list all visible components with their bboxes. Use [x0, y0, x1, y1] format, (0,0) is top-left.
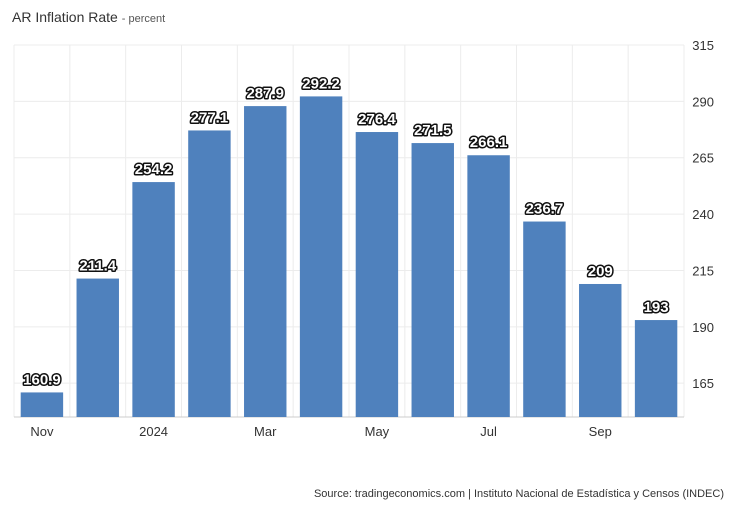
chart-subtitle: - percent: [121, 13, 166, 25]
x-tick-label: Nov: [30, 424, 54, 439]
x-axis-ticks: Nov 2024 Mar May Jul Sep: [30, 424, 611, 439]
x-tick-label: May: [365, 424, 390, 439]
bar: [467, 155, 510, 418]
bar: [132, 182, 175, 417]
data-labels: 160.9 211.4 254.2 277.1 287.9 292.2 276.4 271.5…: [22, 74, 670, 390]
data-label: 266.1: [470, 134, 508, 151]
bar: [188, 130, 231, 417]
source-note: Source: tradingeconomics.com | Instituto…: [313, 488, 724, 500]
chart-title-area: AR Inflation Rate - percent: [12, 9, 165, 25]
bar: [76, 278, 119, 417]
y-tick-label: 315: [692, 38, 714, 53]
grid-lines: [13, 44, 685, 418]
x-tick-label: Mar: [254, 424, 277, 439]
bar-chart: 160.9 211.4 254.2 277.1 287.9 292.2 276.4 271.5…: [13, 38, 714, 439]
y-tick-label: 290: [692, 94, 714, 109]
data-label: 254.2: [135, 161, 173, 178]
bar: [579, 283, 622, 417]
y-tick-label: 265: [692, 151, 714, 166]
y-tick-label: 165: [692, 376, 714, 391]
data-label: 236.7: [526, 201, 564, 218]
data-label: 287.9: [246, 85, 284, 102]
chart-title: AR Inflation Rate: [12, 9, 118, 25]
bar: [634, 320, 678, 417]
bar: [20, 392, 64, 417]
bars: [20, 96, 678, 418]
data-label: 292.2: [302, 75, 340, 92]
bar: [523, 221, 566, 417]
data-label: 271.5: [414, 122, 452, 139]
x-tick-label: 2024: [139, 424, 168, 439]
data-label: 211.4: [79, 258, 116, 275]
bar: [411, 143, 454, 417]
data-label: 277.1: [191, 109, 229, 126]
y-tick-label: 190: [692, 320, 714, 335]
data-label: 276.4: [358, 111, 396, 128]
data-label: 193: [644, 299, 669, 316]
y-tick-label: 215: [692, 263, 714, 278]
bar: [244, 106, 287, 418]
x-tick-label: Sep: [589, 424, 612, 439]
bar: [299, 96, 343, 418]
data-label: 209: [588, 263, 613, 280]
data-label: 160.9: [23, 371, 61, 388]
y-axis-ticks: 165 190 215 240 265 290 315: [692, 38, 714, 391]
y-tick-label: 240: [692, 207, 714, 222]
x-tick-label: Jul: [480, 424, 497, 439]
bar: [355, 132, 399, 417]
